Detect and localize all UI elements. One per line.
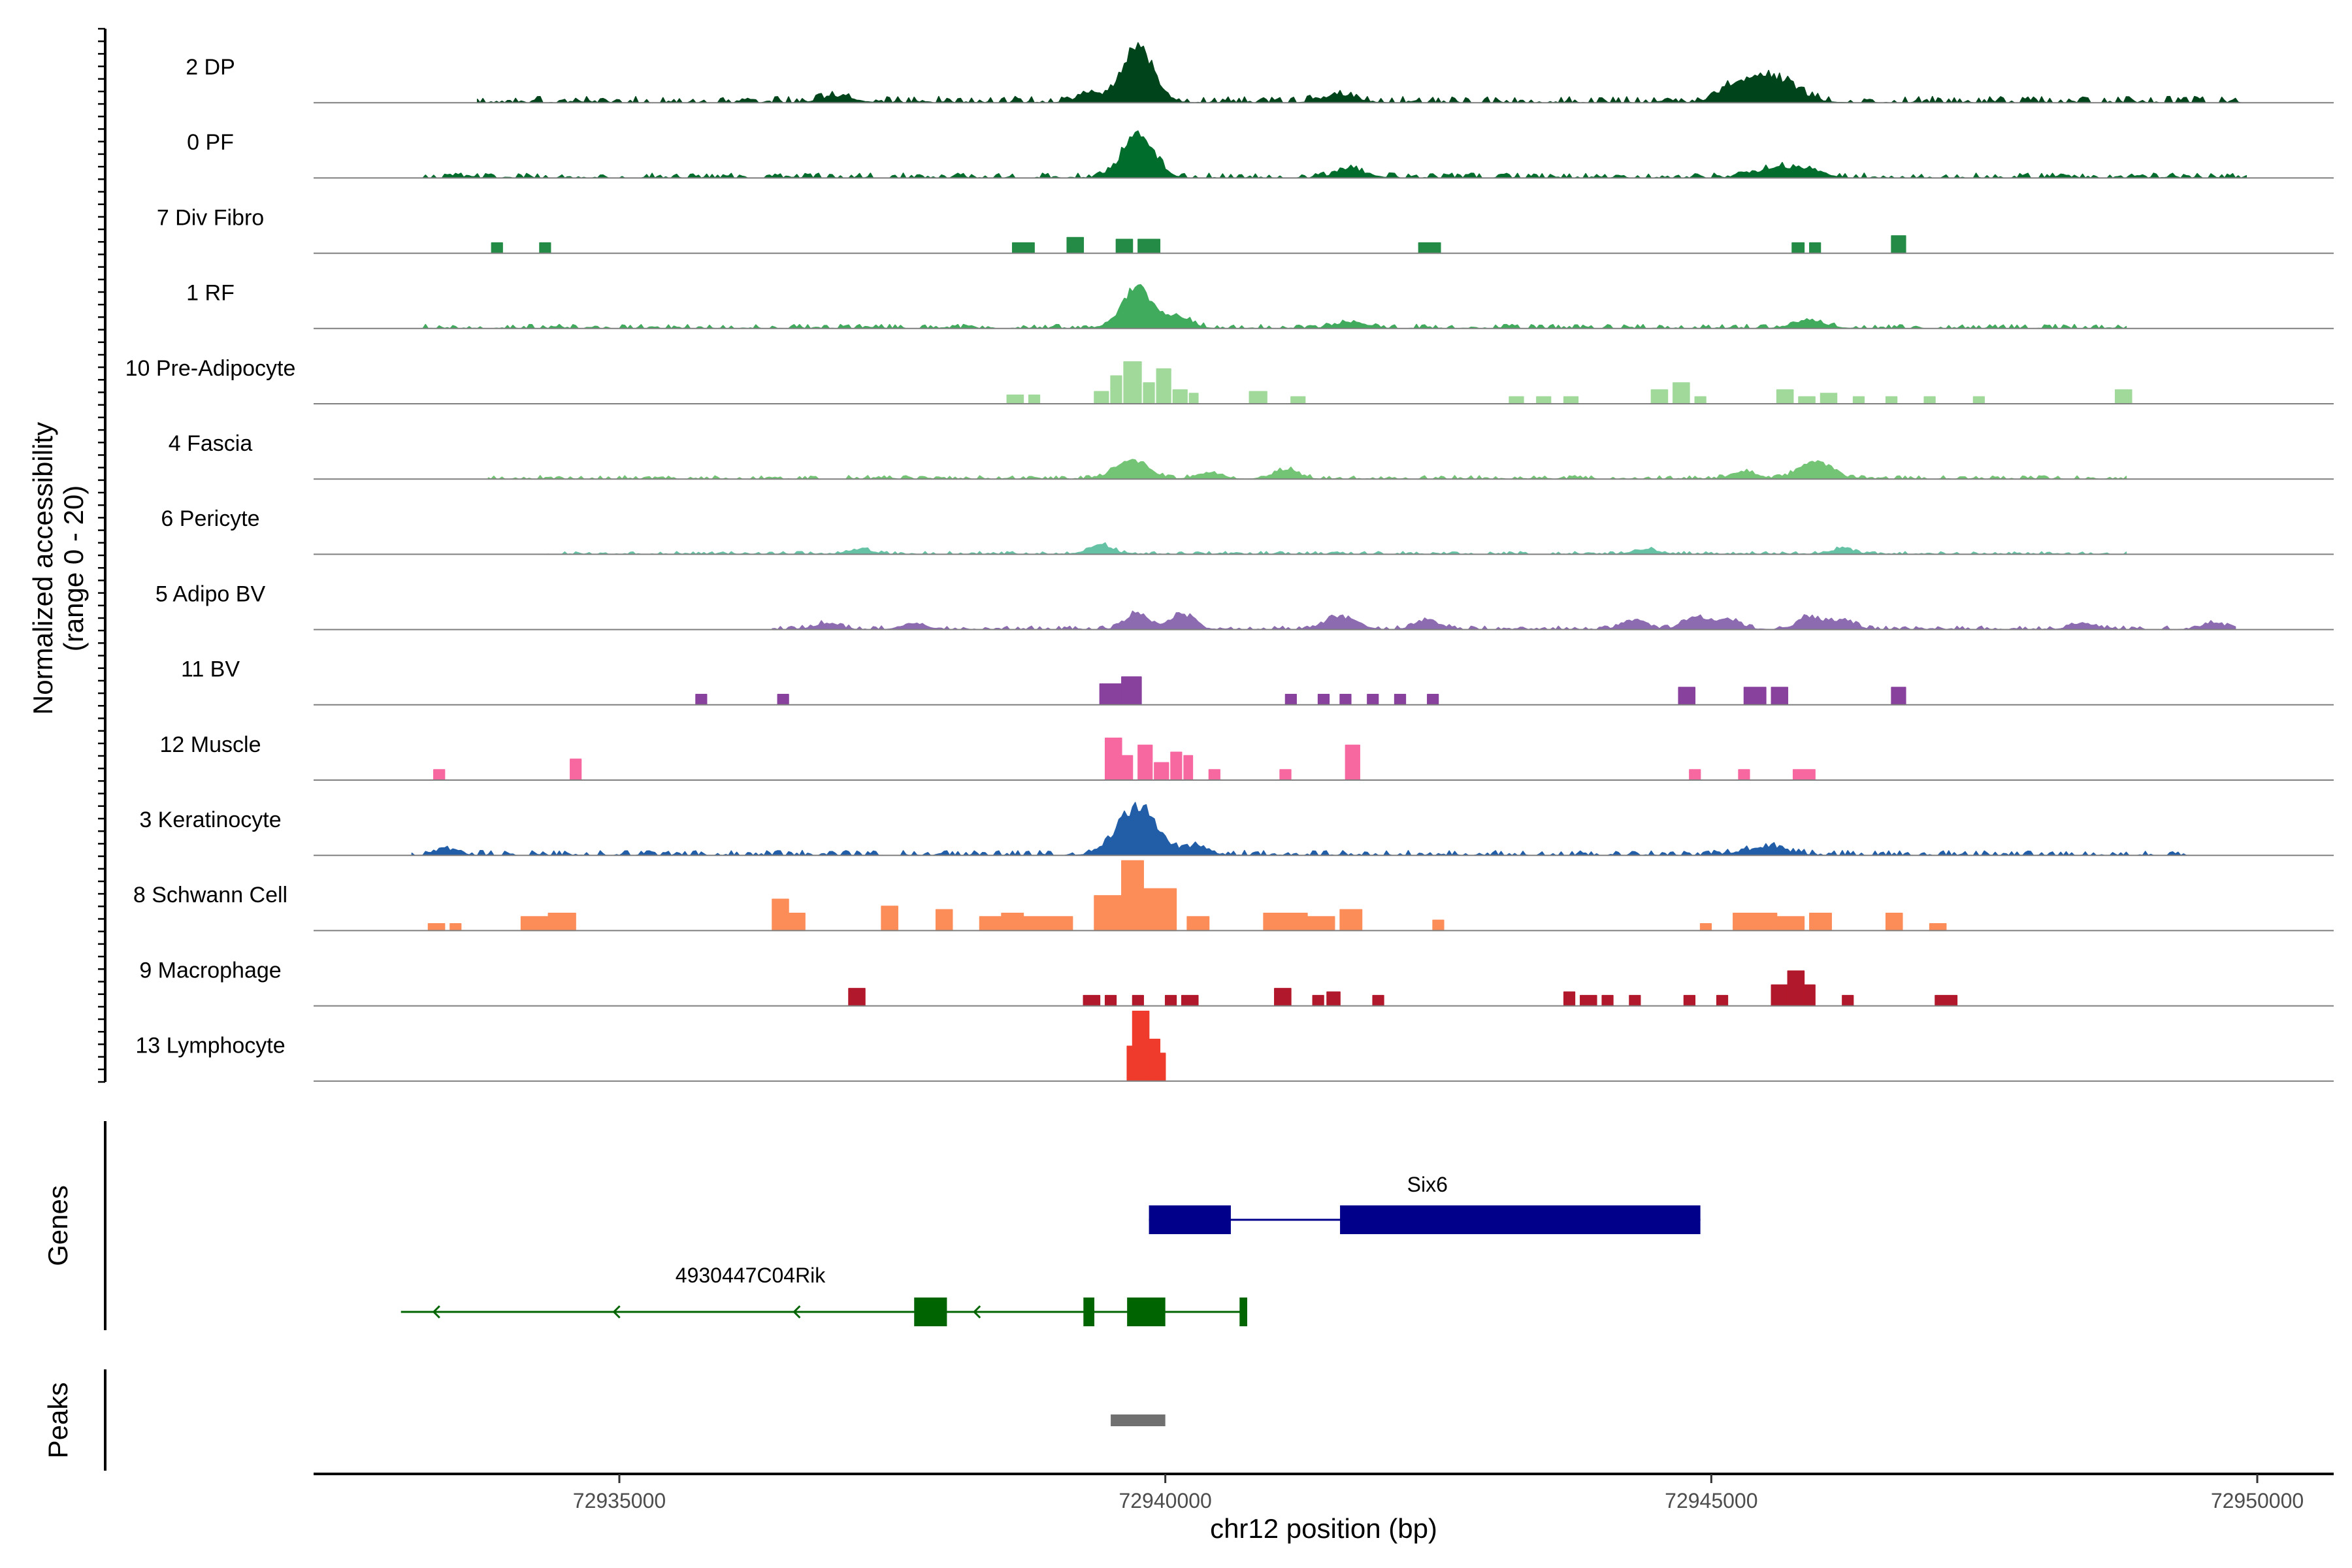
track-signal-13-lymphocyte — [1126, 1011, 1166, 1082]
gene-4930447c04rik: 4930447C04Rik — [400, 1264, 1248, 1326]
genes-panel: Genes Six6 4930447C04Rik — [42, 1121, 1701, 1330]
track-signal-7-div-fibro — [491, 235, 1906, 254]
track-label-9-macrophage: 9 Macrophage — [139, 958, 281, 983]
track-label-6-pericyte: 6 Pericyte — [161, 506, 259, 531]
track-label-7-div-fibro: 7 Div Fibro — [157, 205, 264, 230]
track-signal-11-bv — [695, 676, 1906, 706]
track-3-keratinocyte: 3 Keratinocyte — [139, 802, 2334, 857]
y-axis-title: Normalized accessibility (range 0 - 20) — [27, 422, 89, 715]
track-label-10-pre-adipocyte: 10 Pre-Adipocyte — [125, 356, 296, 381]
track-label-5-adipo-bv: 5 Adipo BV — [155, 581, 266, 606]
y-axis-title-line-2: (range 0 - 20) — [58, 485, 89, 651]
track-7-div-fibro: 7 Div Fibro — [157, 205, 2334, 254]
track-signal-12-muscle — [433, 738, 1816, 781]
track-10-pre-adipocyte: 10 Pre-Adipocyte — [125, 356, 2334, 404]
gene-strand-arrow — [973, 1305, 981, 1319]
gene-exon-4930447c04rik — [1239, 1298, 1248, 1326]
track-signal-6-pericyte — [542, 542, 2127, 555]
track-signal-3-keratinocyte — [411, 802, 2193, 856]
track-label-11-bv: 11 BV — [181, 657, 240, 682]
track-signal-4-fascia — [487, 459, 2127, 480]
peaks-panel: Peaks — [42, 1369, 1166, 1471]
track-signal-5-adipo-bv — [772, 610, 2236, 630]
gene-exon-4930447c04rik — [1127, 1298, 1166, 1326]
peaks-panel-title: Peaks — [42, 1382, 73, 1459]
gene-exon-six6 — [1340, 1205, 1701, 1234]
gene-strand-arrow — [612, 1305, 621, 1319]
track-signal-8-schwann-cell — [427, 860, 1947, 932]
track-label-3-keratinocyte: 3 Keratinocyte — [139, 808, 281, 832]
gene-strand-arrow — [432, 1305, 440, 1319]
x-tick-label: 72935000 — [573, 1489, 666, 1512]
accessibility-tracks: 2 DP 0 PF 7 Div Fibro 1 RF 10 Pre-Adipocyte 4… — [125, 42, 2334, 1082]
genes-panel-title: Genes — [42, 1185, 73, 1266]
y-axis-title-line-1: Normalized accessibility — [27, 422, 58, 715]
track-signal-1-rf — [422, 284, 2127, 329]
track-label-0-pf: 0 PF — [187, 130, 234, 155]
track-13-lymphocyte: 13 Lymphocyte — [135, 1011, 2334, 1082]
x-tick-label: 72940000 — [1119, 1489, 1211, 1512]
track-0-pf: 0 PF — [187, 130, 2334, 179]
peak-bar — [1111, 1414, 1166, 1426]
track-signal-10-pre-adipocyte — [1006, 361, 2132, 404]
x-tick-label: 72945000 — [1665, 1489, 1757, 1512]
x-axis-title: chr12 position (bp) — [1210, 1513, 1437, 1544]
gene-exon-4930447c04rik — [914, 1298, 947, 1326]
track-2-dp: 2 DP — [186, 42, 2334, 104]
track-4-fascia: 4 Fascia — [169, 431, 2334, 480]
track-label-4-fascia: 4 Fascia — [169, 431, 253, 456]
gene-exon-six6 — [1149, 1205, 1231, 1234]
track-6-pericyte: 6 Pericyte — [161, 506, 2334, 555]
track-1-rf: 1 RF — [186, 281, 2334, 329]
track-signal-9-macrophage — [848, 970, 1958, 1007]
gene-six6: Six6 — [1149, 1173, 1701, 1234]
track-9-macrophage: 9 Macrophage — [139, 958, 2334, 1007]
track-label-1-rf: 1 RF — [186, 281, 235, 306]
gene-label-4930447c04rik: 4930447C04Rik — [676, 1264, 826, 1287]
track-label-2-dp: 2 DP — [186, 55, 235, 80]
track-label-12-muscle: 12 Muscle — [160, 732, 261, 757]
gene-label-six6: Six6 — [1407, 1173, 1448, 1196]
gene-strand-arrow — [792, 1305, 801, 1319]
x-tick-label: 72950000 — [2211, 1489, 2304, 1512]
track-8-schwann-cell: 8 Schwann Cell — [133, 860, 2334, 932]
track-5-adipo-bv: 5 Adipo BV — [155, 581, 2334, 630]
track-label-8-schwann-cell: 8 Schwann Cell — [133, 883, 287, 907]
track-label-13-lymphocyte: 13 Lymphocyte — [135, 1034, 285, 1058]
gene-exon-4930447c04rik — [1083, 1298, 1095, 1326]
track-signal-2-dp — [476, 42, 2247, 103]
track-12-muscle: 12 Muscle — [160, 732, 2334, 781]
track-signal-0-pf — [422, 130, 2247, 179]
track-11-bv: 11 BV — [181, 657, 2334, 706]
y-axis — [98, 27, 106, 1083]
x-axis: chr12 position (bp) 72935000 72940000 7294… — [314, 1473, 2334, 1544]
